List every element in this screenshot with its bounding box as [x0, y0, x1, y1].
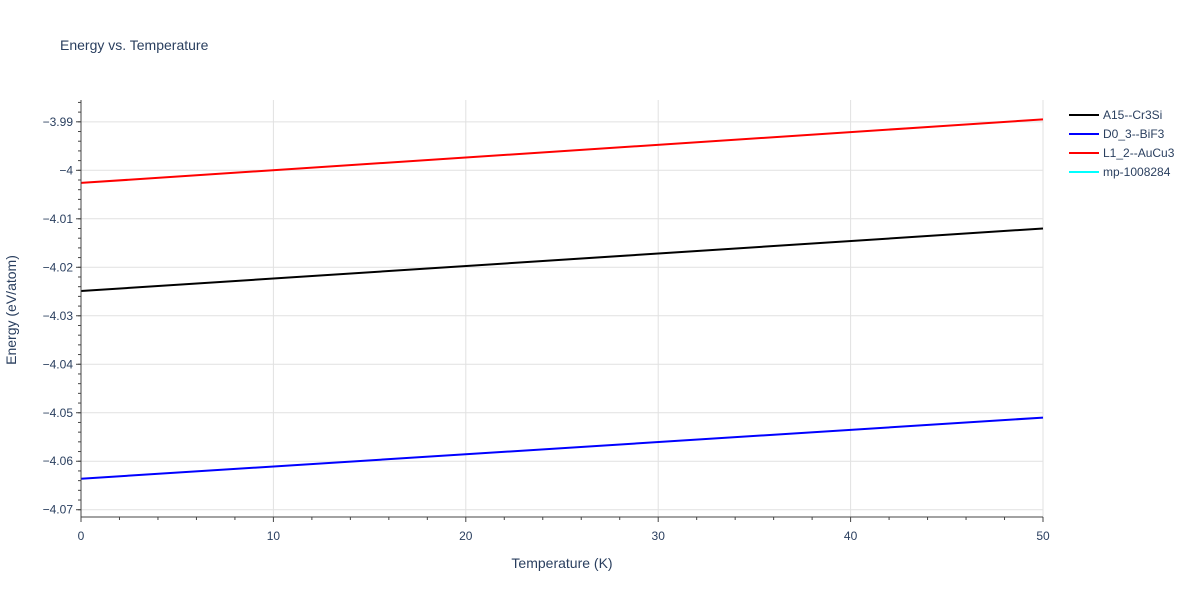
series-line-0 — [80, 227, 1044, 293]
legend[interactable]: A15--Cr3Si D0_3--BiF3 L1_2--AuCu3 mp-100828… — [1069, 108, 1175, 179]
x-tick-label: 0 — [78, 529, 85, 543]
y-tick-label: −3.99 — [43, 115, 74, 129]
y-tick-label: −4.04 — [43, 357, 74, 371]
legend-item[interactable]: D0_3--BiF3 — [1069, 127, 1165, 141]
legend-item[interactable]: L1_2--AuCu3 — [1069, 146, 1175, 160]
axes — [80, 100, 1043, 518]
y-tick-label: −4.05 — [43, 406, 74, 420]
x-tick-label: 20 — [459, 529, 473, 543]
y-tick-label: −4.01 — [43, 212, 74, 226]
y-tick-label: −4.07 — [43, 503, 74, 517]
legend-label: A15--Cr3Si — [1103, 108, 1162, 122]
chart-title: Energy vs. Temperature — [60, 37, 209, 53]
legend-item[interactable]: mp-1008284 — [1069, 165, 1171, 179]
x-axis-title: Temperature (K) — [511, 555, 612, 571]
x-tick-label: 50 — [1036, 529, 1050, 543]
x-tick-label: 30 — [652, 529, 666, 543]
y-tick-label: −4.02 — [43, 260, 74, 274]
grid — [81, 100, 1044, 517]
y-tick-label: −4 — [59, 163, 73, 177]
series-line-2 — [80, 118, 1044, 184]
legend-label: mp-1008284 — [1103, 165, 1171, 179]
y-axis-ticks: −3.99 −4 −4.01 −4.02 −4.03 −4.04 −4.05 −4.06 −4.… — [43, 101, 81, 517]
series-line-1 — [80, 416, 1044, 480]
plot-lines — [80, 118, 1044, 480]
legend-label: L1_2--AuCu3 — [1103, 146, 1175, 160]
x-axis-ticks: 0 10 20 30 40 50 — [78, 517, 1050, 543]
legend-item[interactable]: A15--Cr3Si — [1069, 108, 1162, 122]
y-tick-label: −4.06 — [43, 454, 74, 468]
y-axis-title: Energy (eV/atom) — [3, 255, 19, 365]
x-tick-label: 10 — [267, 529, 281, 543]
x-tick-label: 40 — [844, 529, 858, 543]
legend-label: D0_3--BiF3 — [1103, 127, 1165, 141]
y-tick-label: −4.03 — [43, 309, 74, 323]
